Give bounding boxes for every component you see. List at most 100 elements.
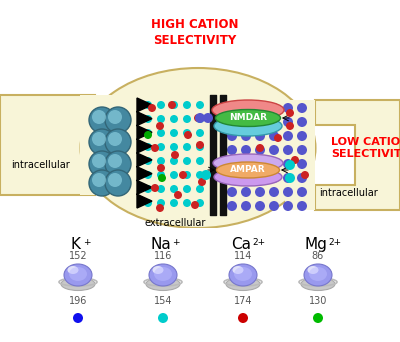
Circle shape	[108, 154, 122, 168]
Circle shape	[170, 115, 178, 123]
Circle shape	[269, 159, 279, 169]
Circle shape	[89, 129, 115, 155]
Circle shape	[144, 185, 152, 193]
Circle shape	[227, 103, 237, 113]
Circle shape	[183, 143, 191, 151]
Ellipse shape	[232, 266, 244, 274]
Ellipse shape	[308, 266, 318, 274]
Circle shape	[105, 129, 131, 155]
Circle shape	[241, 131, 251, 141]
Circle shape	[184, 131, 192, 139]
Circle shape	[92, 173, 106, 187]
Circle shape	[255, 117, 265, 127]
Circle shape	[144, 129, 152, 137]
Circle shape	[183, 199, 191, 207]
Circle shape	[170, 171, 178, 179]
Circle shape	[269, 201, 279, 211]
Circle shape	[92, 110, 106, 124]
Circle shape	[144, 131, 152, 139]
Circle shape	[283, 117, 293, 127]
Text: HIGH CATION
SELECTIVITY: HIGH CATION SELECTIVITY	[151, 18, 239, 47]
Text: Ca: Ca	[231, 237, 251, 252]
Circle shape	[183, 101, 191, 109]
Circle shape	[183, 185, 191, 193]
Circle shape	[238, 313, 248, 323]
Circle shape	[297, 173, 307, 183]
Circle shape	[144, 199, 152, 207]
Circle shape	[255, 159, 265, 169]
Circle shape	[196, 101, 204, 109]
Circle shape	[255, 103, 265, 113]
Circle shape	[198, 178, 206, 186]
Circle shape	[194, 114, 202, 122]
Circle shape	[168, 101, 176, 109]
Circle shape	[255, 187, 265, 197]
Circle shape	[283, 187, 293, 197]
Text: 130: 130	[309, 296, 327, 306]
Circle shape	[179, 171, 187, 179]
Circle shape	[183, 171, 191, 179]
Ellipse shape	[69, 267, 87, 281]
Circle shape	[255, 131, 265, 141]
Ellipse shape	[154, 267, 172, 281]
Text: 174: 174	[234, 296, 252, 306]
Ellipse shape	[61, 277, 95, 290]
Circle shape	[89, 170, 115, 196]
Circle shape	[285, 173, 295, 183]
Circle shape	[269, 131, 279, 141]
Circle shape	[283, 201, 293, 211]
Circle shape	[144, 171, 152, 179]
Circle shape	[144, 115, 152, 123]
Text: Mg: Mg	[304, 237, 328, 252]
Ellipse shape	[226, 277, 260, 290]
Circle shape	[241, 159, 251, 169]
Circle shape	[283, 173, 293, 183]
Text: 114: 114	[234, 251, 252, 261]
Polygon shape	[315, 100, 400, 210]
Circle shape	[196, 115, 204, 123]
Polygon shape	[285, 100, 315, 210]
Text: AMPAR: AMPAR	[230, 166, 266, 174]
Circle shape	[269, 103, 279, 113]
Circle shape	[297, 187, 307, 197]
Circle shape	[174, 191, 182, 199]
Ellipse shape	[216, 162, 280, 178]
Circle shape	[283, 159, 293, 169]
Circle shape	[156, 204, 164, 212]
Circle shape	[227, 145, 237, 155]
Text: 2+: 2+	[252, 238, 265, 247]
Ellipse shape	[309, 267, 327, 281]
Text: +: +	[83, 238, 90, 247]
Circle shape	[170, 185, 178, 193]
Ellipse shape	[214, 168, 282, 186]
Circle shape	[285, 160, 295, 170]
Circle shape	[157, 115, 165, 123]
Circle shape	[227, 159, 237, 169]
Circle shape	[255, 145, 265, 155]
Circle shape	[191, 201, 199, 209]
Text: 154: 154	[154, 296, 172, 306]
Circle shape	[227, 173, 237, 183]
Circle shape	[196, 185, 204, 193]
Circle shape	[157, 101, 165, 109]
Circle shape	[183, 129, 191, 137]
Text: 152: 152	[69, 251, 87, 261]
Circle shape	[269, 117, 279, 127]
Text: intracellular: intracellular	[11, 160, 69, 170]
Circle shape	[158, 313, 168, 323]
Circle shape	[297, 201, 307, 211]
Circle shape	[283, 103, 293, 113]
Circle shape	[151, 184, 159, 192]
Circle shape	[241, 145, 251, 155]
Circle shape	[227, 187, 237, 197]
FancyBboxPatch shape	[0, 95, 95, 195]
Circle shape	[256, 144, 264, 152]
Circle shape	[227, 131, 237, 141]
Circle shape	[170, 199, 178, 207]
Ellipse shape	[214, 116, 282, 136]
Text: NMDAR: NMDAR	[229, 114, 267, 122]
Text: 86: 86	[312, 251, 324, 261]
Ellipse shape	[64, 264, 92, 286]
Circle shape	[196, 141, 204, 149]
Text: extracellular: extracellular	[144, 218, 206, 228]
